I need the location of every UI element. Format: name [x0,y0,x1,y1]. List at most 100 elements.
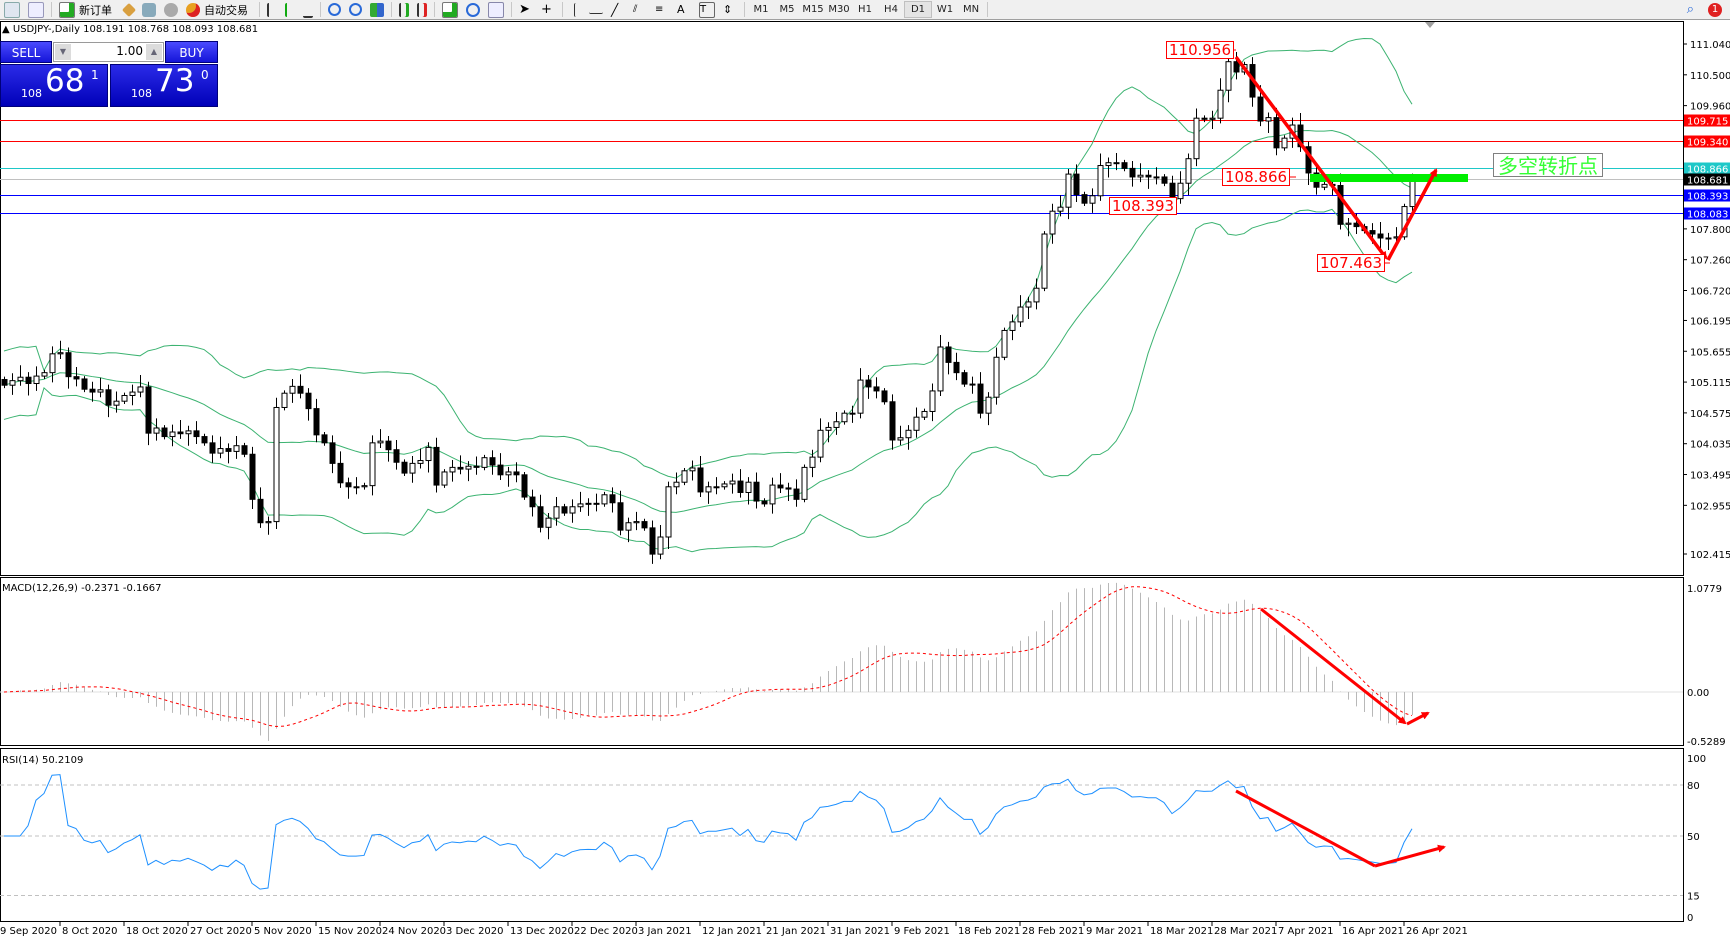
bull-candle[interactable] [1057,206,1064,212]
bull-candle[interactable] [409,462,416,474]
bull-candle[interactable] [721,483,728,488]
bull-candle[interactable] [929,390,936,412]
mid-price-label[interactable]: 108.866 [1222,168,1291,186]
bull-candle[interactable] [657,536,664,555]
bull-candle[interactable] [1209,117,1216,120]
chart-shift-marker[interactable] [1425,22,1435,28]
bull-candle[interactable] [1033,287,1040,303]
bull-candle[interactable] [1193,117,1200,160]
bear-candle[interactable] [401,461,408,474]
bear-candle[interactable] [617,502,624,531]
bull-candle[interactable] [1065,173,1072,208]
bull-candle[interactable] [113,400,120,406]
bear-candle[interactable] [793,488,800,500]
bear-candle[interactable] [457,466,464,470]
bull-candle[interactable] [153,427,160,434]
chart-shift-icon[interactable] [417,2,427,17]
lot-increase-icon[interactable]: ▲ [146,44,162,60]
bull-candle[interactable] [1185,158,1192,184]
bull-candle[interactable] [1345,222,1352,225]
bear-candle[interactable] [433,446,440,486]
bear-candle[interactable] [305,392,312,410]
new-order-icon[interactable] [59,1,75,18]
line-chart-icon[interactable] [303,2,313,18]
vertical-line-icon[interactable] [574,2,581,17]
bull-candle[interactable] [1265,117,1272,122]
bull-candle[interactable] [1113,162,1120,165]
periods-icon[interactable] [466,2,480,17]
bull-candle[interactable] [185,430,192,435]
notification-badge[interactable]: 1 [1708,2,1722,17]
bear-candle[interactable] [953,361,960,374]
bull-candle[interactable] [769,484,776,505]
search-icon[interactable]: ⌕ [1686,2,1694,17]
bear-candle[interactable] [473,465,480,468]
bull-candle[interactable] [1409,178,1416,208]
bear-candle[interactable] [225,448,232,452]
tile-icon[interactable] [370,2,384,17]
bear-candle[interactable] [649,527,656,555]
bull-candle[interactable] [713,486,720,489]
bull-candle[interactable] [1025,301,1032,308]
bear-candle[interactable] [145,386,152,434]
bull-candle[interactable] [481,457,488,468]
bull-candle[interactable] [41,372,48,377]
bull-candle[interactable] [425,446,432,462]
equidistant-channel-icon[interactable]: ⫽ [633,3,638,15]
bear-candle[interactable] [193,430,200,438]
bull-candle[interactable] [729,480,736,485]
bear-candle[interactable] [297,385,304,394]
bull-candle[interactable] [49,353,56,374]
bull-candle[interactable] [1009,321,1016,331]
bear-candle[interactable] [345,482,352,488]
navigator-icon[interactable] [142,2,156,17]
bear-candle[interactable] [513,471,520,476]
bull-candle[interactable] [569,506,576,514]
timeframe-h4[interactable]: H4 [884,4,898,15]
bear-candle[interactable] [753,481,760,502]
bull-candle[interactable] [1153,176,1160,179]
arrows-icon[interactable]: ⇕ [723,2,733,16]
bull-candle[interactable] [1097,165,1104,197]
timeframe-w1[interactable]: W1 [936,4,954,15]
sell-price[interactable]: 108 68 1 [0,63,108,107]
long-short-turning-point-label[interactable]: 多空转折点 [1493,153,1603,178]
bear-candle[interactable] [1145,174,1152,178]
bull-candle[interactable] [1177,182,1184,200]
bull-candle[interactable] [273,406,280,523]
bear-candle[interactable] [1233,61,1240,73]
bull-candle[interactable] [465,465,472,470]
bear-candle[interactable] [25,376,32,385]
bear-candle[interactable] [313,408,320,436]
bull-candle[interactable] [801,466,808,500]
bear-candle[interactable] [593,502,600,505]
bear-candle[interactable] [257,498,264,524]
bear-candle[interactable] [393,449,400,463]
bull-candle[interactable] [545,517,552,528]
bear-candle[interactable] [561,506,568,514]
bull-candle[interactable] [9,380,16,386]
bull-candle[interactable] [897,437,904,441]
bull-candle[interactable] [833,421,840,428]
bull-candle[interactable] [129,391,136,396]
bull-candle[interactable] [921,410,928,418]
bear-candle[interactable] [1,379,8,386]
zoom-icon[interactable] [28,1,44,18]
zoom-out-icon[interactable] [349,3,362,16]
bear-candle[interactable] [177,431,184,435]
bull-candle[interactable] [57,352,64,355]
bull-candle[interactable] [1137,174,1144,178]
bear-candle[interactable] [1129,167,1136,178]
bull-candle[interactable] [137,386,144,393]
bear-candle[interactable] [1353,222,1360,228]
bear-candle[interactable] [1201,117,1208,120]
bull-candle[interactable] [1017,306,1024,323]
bear-candle[interactable] [1377,233,1384,239]
bull-candle[interactable] [681,470,688,483]
bull-candle[interactable] [121,394,128,402]
bear-candle[interactable] [497,464,504,476]
bull-candle[interactable] [689,467,696,472]
auto-trading-icon[interactable] [186,2,200,17]
bear-candle[interactable] [201,436,208,444]
new-order-button[interactable]: 新订单 [79,3,112,17]
